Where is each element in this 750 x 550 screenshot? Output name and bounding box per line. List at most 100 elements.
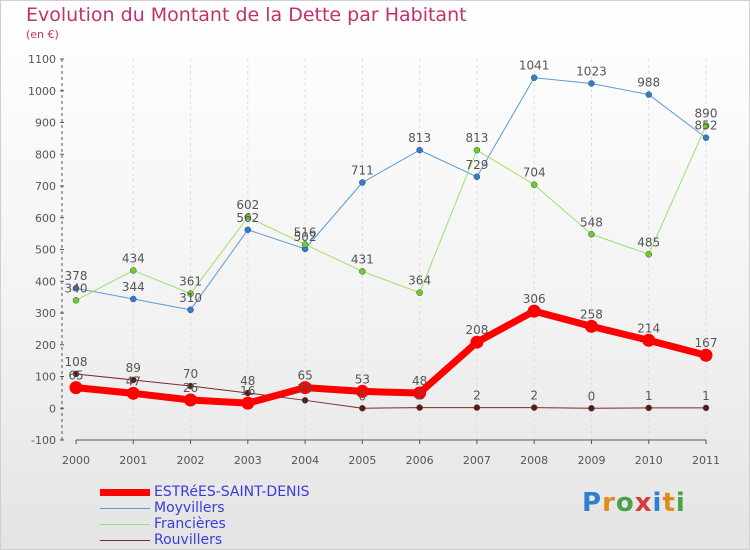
data-label-franci-res: 485 bbox=[637, 235, 660, 249]
legend-label-francieres: Francières bbox=[154, 516, 226, 532]
data-point-rouvillers bbox=[359, 405, 366, 412]
data-label-rouvillers: 108 bbox=[65, 355, 88, 369]
y-tick-label: 300 bbox=[35, 307, 56, 320]
data-point-estr-es-saint-denis bbox=[184, 393, 198, 407]
data-label-rouvillers: 0 bbox=[359, 389, 367, 403]
chart-title: Evolution du Montant de la Dette par Hab… bbox=[26, 4, 467, 26]
legend-label-rouvillers: Rouvillers bbox=[154, 532, 223, 548]
data-point-franci-res bbox=[301, 241, 309, 248]
chart-subtitle: (en €) bbox=[26, 28, 59, 41]
y-tick-label: 900 bbox=[35, 117, 56, 130]
y-tick-label: 100 bbox=[35, 371, 56, 384]
legend-swatch-francieres bbox=[100, 524, 150, 525]
series-line-moyvillers bbox=[75, 77, 707, 311]
data-label-rouvillers: 2 bbox=[530, 389, 538, 403]
logo-letter: o bbox=[615, 488, 635, 518]
data-label-rouvillers: 2 bbox=[473, 389, 481, 403]
proxiti-logo: Proxiti bbox=[582, 488, 686, 518]
data-label-estr-es-saint-denis: 65 bbox=[297, 369, 312, 383]
data-label-estr-es-saint-denis: 65 bbox=[68, 369, 83, 383]
data-label-estr-es-saint-denis: 258 bbox=[580, 307, 603, 321]
data-label-franci-res: 890 bbox=[695, 107, 718, 121]
data-point-moyvillers bbox=[187, 306, 194, 314]
data-label-moyvillers: 813 bbox=[408, 131, 431, 145]
data-point-franci-res bbox=[702, 122, 710, 129]
data-label-moyvillers: 378 bbox=[65, 269, 88, 283]
x-tick-label: 2007 bbox=[463, 454, 491, 467]
data-point-franci-res bbox=[72, 297, 80, 304]
data-label-estr-es-saint-denis: 167 bbox=[695, 336, 718, 350]
data-point-rouvillers bbox=[187, 382, 194, 390]
data-label-moyvillers: 1023 bbox=[576, 64, 607, 78]
series-line-franci-res bbox=[75, 125, 707, 301]
data-point-franci-res bbox=[130, 267, 137, 274]
data-point-moyvillers bbox=[588, 80, 595, 87]
data-label-franci-res: 431 bbox=[351, 252, 374, 266]
x-tick-label: 2008 bbox=[520, 454, 548, 467]
data-point-franci-res bbox=[473, 146, 481, 154]
x-tick-label: 2006 bbox=[406, 454, 434, 467]
data-label-estr-es-saint-denis: 306 bbox=[523, 292, 546, 306]
logo-letter: x bbox=[634, 488, 653, 518]
data-label-franci-res: 340 bbox=[65, 281, 88, 295]
data-label-moyvillers: 310 bbox=[179, 291, 202, 305]
y-tick-label: 400 bbox=[35, 275, 56, 288]
data-point-estr-es-saint-denis bbox=[355, 384, 369, 398]
data-point-estr-es-saint-denis bbox=[126, 386, 140, 400]
data-point-franci-res bbox=[530, 181, 538, 188]
y-tick-label: 500 bbox=[35, 244, 56, 257]
logo-letter: r bbox=[602, 488, 616, 518]
data-label-moyvillers: 1041 bbox=[519, 59, 550, 73]
data-label-estr-es-saint-denis: 26 bbox=[183, 381, 198, 395]
data-point-rouvillers bbox=[473, 404, 481, 411]
y-tick-label: -100 bbox=[31, 434, 56, 447]
data-label-rouvillers: 25 bbox=[297, 381, 312, 395]
data-point-estr-es-saint-denis bbox=[470, 335, 484, 349]
data-point-estr-es-saint-denis bbox=[241, 396, 255, 410]
data-point-estr-es-saint-denis bbox=[527, 304, 541, 318]
x-tick-label: 2011 bbox=[692, 454, 720, 467]
series-line-rouvillers bbox=[75, 373, 706, 409]
data-label-rouvillers: 89 bbox=[126, 361, 141, 375]
y-tick-label: 1000 bbox=[28, 85, 56, 98]
legend-swatch-estrees bbox=[100, 489, 150, 496]
y-tick-label: 1100 bbox=[28, 53, 56, 66]
data-label-rouvillers: 1 bbox=[702, 389, 710, 403]
x-tick-label: 2005 bbox=[348, 454, 376, 467]
data-point-estr-es-saint-denis bbox=[699, 348, 713, 362]
y-tick-label: 800 bbox=[35, 148, 56, 161]
x-tick-label: 2009 bbox=[577, 454, 605, 467]
data-point-moyvillers bbox=[416, 146, 423, 154]
y-tick-label: 0 bbox=[49, 402, 56, 415]
y-tick-label: 200 bbox=[35, 339, 56, 352]
x-tick-label: 2001 bbox=[119, 454, 147, 467]
data-point-moyvillers bbox=[72, 284, 80, 292]
data-point-moyvillers bbox=[244, 226, 252, 234]
y-tick-label: 600 bbox=[35, 212, 56, 225]
data-point-rouvillers bbox=[244, 389, 252, 397]
data-label-rouvillers: 2 bbox=[416, 389, 424, 403]
data-label-rouvillers: 0 bbox=[588, 389, 596, 403]
y-tick-label: 700 bbox=[35, 180, 56, 193]
x-tick-label: 2002 bbox=[177, 454, 205, 467]
data-label-estr-es-saint-denis: 16 bbox=[240, 384, 255, 398]
data-point-rouvillers bbox=[588, 405, 595, 412]
data-label-moyvillers: 852 bbox=[695, 119, 718, 133]
data-point-franci-res bbox=[416, 289, 423, 296]
data-point-rouvillers bbox=[72, 370, 80, 378]
data-label-moyvillers: 988 bbox=[637, 76, 660, 90]
x-tick-label: 2004 bbox=[291, 454, 319, 467]
data-label-estr-es-saint-denis: 53 bbox=[355, 372, 370, 386]
data-point-estr-es-saint-denis bbox=[413, 386, 427, 400]
data-label-franci-res: 704 bbox=[523, 166, 546, 180]
data-point-franci-res bbox=[187, 290, 194, 297]
data-point-rouvillers bbox=[702, 404, 710, 412]
data-label-franci-res: 602 bbox=[236, 198, 259, 212]
data-point-moyvillers bbox=[359, 179, 366, 186]
data-label-moyvillers: 344 bbox=[122, 280, 145, 294]
data-label-rouvillers: 1 bbox=[645, 389, 653, 403]
data-point-rouvillers bbox=[530, 404, 538, 411]
data-label-estr-es-saint-denis: 48 bbox=[412, 374, 427, 388]
data-label-franci-res: 813 bbox=[465, 131, 488, 145]
